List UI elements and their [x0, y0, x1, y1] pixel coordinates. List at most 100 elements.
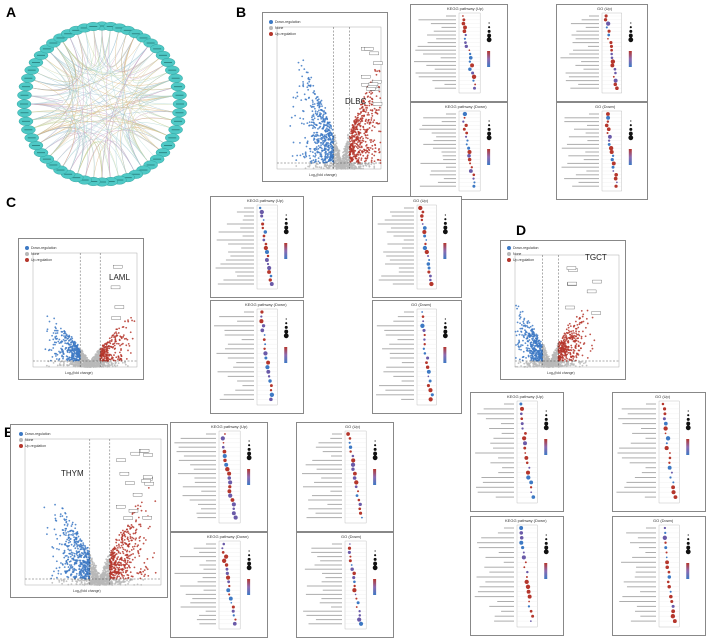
count-legend-dot — [628, 135, 634, 141]
point-up — [371, 100, 374, 103]
enrichment-dot — [606, 112, 610, 116]
point-none — [532, 362, 534, 365]
point-down — [75, 347, 78, 350]
point-up — [108, 347, 111, 350]
point-down — [306, 82, 309, 85]
enrichment-dot — [422, 245, 428, 251]
point-none — [365, 164, 368, 167]
enrichment-dot — [423, 333, 426, 337]
enrichment-dot — [520, 406, 524, 411]
point-down — [521, 334, 524, 336]
term-label — [420, 162, 456, 164]
point-up — [371, 91, 374, 94]
enrichment-dot — [662, 407, 667, 411]
volcano-box-tgct: TGCT Down-regulation None Up-regulation … — [500, 240, 626, 380]
enrichment-dot — [468, 55, 473, 60]
count-legend-dot — [443, 329, 448, 334]
point-none — [63, 362, 65, 364]
volcano-plot-laml — [32, 252, 138, 368]
network-node-label — [89, 25, 98, 27]
point-up — [371, 114, 374, 117]
point-none — [345, 159, 348, 162]
term-label — [228, 243, 254, 245]
term-label — [641, 428, 656, 429]
point-up — [100, 350, 102, 353]
enrichment-dot — [269, 397, 273, 402]
point-none — [514, 365, 517, 368]
point-down — [540, 354, 543, 357]
point-down — [321, 134, 324, 137]
point-up — [563, 354, 566, 357]
term-label — [575, 64, 599, 66]
enrichment-dot — [524, 452, 527, 454]
enrichment-dot — [524, 455, 529, 460]
point-down — [328, 136, 331, 139]
point-up — [558, 341, 561, 343]
point-up — [575, 355, 578, 357]
term-label — [561, 166, 599, 168]
point-up — [567, 346, 570, 348]
point-down — [330, 132, 333, 135]
enrichment-dot — [470, 63, 475, 68]
network-edge — [53, 128, 169, 166]
term-label — [233, 366, 254, 368]
network-edge — [28, 27, 89, 86]
point-none — [523, 362, 526, 365]
point-down — [322, 142, 325, 145]
point-down — [313, 125, 316, 128]
network-edge — [31, 126, 137, 175]
network-node-label — [174, 86, 183, 88]
term-label — [493, 447, 514, 449]
enrichment-dot — [429, 274, 432, 278]
term-label — [217, 283, 254, 285]
point-up — [562, 349, 565, 352]
point-down — [309, 84, 312, 87]
network-edge — [67, 86, 179, 175]
term-label — [214, 325, 254, 327]
point-down — [51, 334, 53, 337]
point-down — [525, 331, 528, 334]
term-label — [490, 442, 514, 444]
point-none — [116, 364, 119, 367]
point-up — [369, 147, 372, 149]
term-label — [230, 255, 254, 257]
point-up — [570, 356, 573, 359]
point-none — [62, 364, 65, 366]
point-down — [55, 322, 58, 325]
point-none — [538, 364, 541, 366]
point-down — [58, 359, 60, 361]
point-down — [519, 311, 522, 314]
term-label — [430, 23, 456, 25]
term-label — [389, 343, 414, 345]
network-node-label — [98, 181, 106, 183]
term-label — [243, 311, 254, 313]
point-up — [360, 107, 363, 109]
enrich-box-b-kegg-down: KEGG pathway (Down) — [410, 102, 508, 200]
term-label — [386, 366, 414, 368]
point-none — [349, 164, 352, 167]
point-up — [563, 334, 565, 337]
point-down — [311, 127, 314, 130]
enrichment-dot — [461, 21, 466, 26]
term-label — [445, 166, 456, 168]
enrichment-dot — [423, 352, 427, 355]
point-down — [331, 154, 334, 157]
point-none — [342, 161, 345, 164]
point-down — [297, 61, 300, 64]
point-up — [351, 156, 354, 159]
point-none — [110, 363, 113, 366]
point-down — [306, 140, 309, 143]
point-down — [315, 133, 317, 136]
point-none — [86, 360, 89, 363]
term-label — [574, 128, 599, 130]
enrichment-dot — [264, 343, 267, 346]
point-up — [377, 109, 380, 111]
enrich-box-c-kegg-up: KEGG pathway (Up) — [210, 196, 304, 298]
point-up — [374, 147, 377, 150]
point-none — [555, 348, 558, 350]
point-up — [371, 112, 373, 115]
none-dot — [269, 26, 273, 31]
point-none — [347, 145, 350, 148]
term-label — [564, 121, 599, 123]
point-none — [516, 365, 519, 368]
